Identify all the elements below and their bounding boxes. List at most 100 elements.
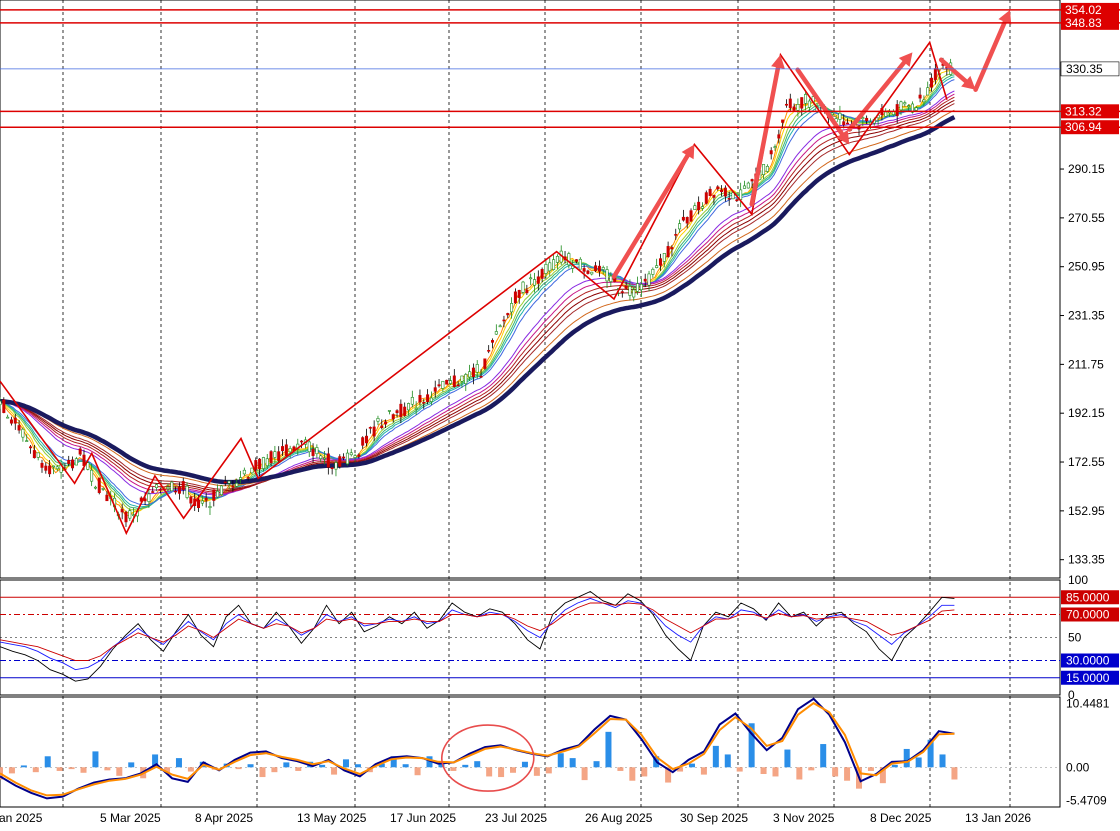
price-tick-label: 290.15 (1068, 162, 1105, 176)
candle-body (124, 511, 128, 523)
candle-body (433, 387, 437, 392)
macd-histogram-bar (235, 767, 242, 770)
candle-body (639, 283, 643, 291)
macd-histogram-bar (402, 764, 409, 768)
candle-body (655, 265, 659, 268)
price-tick-label: 250.95 (1068, 260, 1105, 274)
macd-histogram-bar (891, 764, 898, 768)
candle-body (418, 395, 422, 403)
candle-body (403, 406, 407, 416)
candle-body (513, 291, 517, 304)
candle-body (471, 367, 475, 378)
candle-body (678, 223, 682, 230)
macd-histogram-bar (56, 767, 63, 771)
candle-body (128, 510, 132, 519)
candle-body (918, 94, 922, 99)
candle-body (395, 410, 399, 413)
candle-body (185, 485, 189, 498)
candle-body (597, 265, 601, 272)
candle-body (899, 101, 903, 111)
level-label: 348.83 (1065, 16, 1102, 30)
rsi-level-label-bg (1061, 590, 1119, 605)
candle-body (326, 453, 330, 468)
rsi-tick-label: 100 (1068, 573, 1088, 587)
candle-body (429, 397, 433, 402)
candle-body (151, 491, 155, 493)
candle-body (441, 380, 445, 389)
candle-body (216, 490, 220, 498)
candle-body (391, 414, 395, 420)
macd-histogram-bar (32, 767, 39, 773)
candle-body (842, 121, 846, 126)
candle-body (29, 446, 33, 449)
candle-body (464, 374, 468, 385)
candle-body (773, 146, 777, 148)
candle-body (227, 480, 231, 484)
candle-body (445, 379, 449, 385)
current-price-label-bg (1060, 61, 1120, 77)
macd-histogram-bar (724, 754, 731, 768)
candle-body (342, 456, 346, 459)
forecast-arrow-shaft (611, 153, 690, 279)
candle-body (662, 253, 666, 262)
candle-body (170, 481, 174, 492)
candle-body (357, 454, 361, 457)
candle-body (487, 349, 491, 352)
candle-body (727, 197, 731, 200)
candle-body (177, 486, 181, 494)
candle-body (120, 509, 124, 513)
x-axis-label: 5 Mar 2025 (100, 811, 161, 825)
price-pane (0, 9, 1120, 536)
candle-body (670, 247, 674, 250)
level-label-bg (1061, 104, 1119, 119)
candle-body (838, 112, 842, 120)
macd-histogram-bar (688, 763, 695, 768)
macd-histogram-bar (879, 767, 886, 784)
macd-histogram-bar (760, 767, 767, 774)
rsi-series-line (0, 602, 955, 661)
candle-body (158, 489, 162, 491)
candle-body (517, 289, 521, 298)
price-pane-frame (0, 0, 1061, 579)
forecast-arrow-head (771, 54, 785, 69)
macd-histogram-bar (128, 762, 135, 768)
candle-body (315, 447, 319, 455)
candle-body (407, 403, 411, 411)
pane-frames (0, 0, 1061, 808)
forecast-arrow-shaft (795, 67, 845, 137)
candle-body (460, 375, 464, 382)
macd-histogram-bar (641, 767, 648, 777)
candle-body (708, 188, 712, 196)
macd-histogram-bar (247, 764, 254, 768)
forecast-arrow-head (961, 75, 976, 90)
candle-body (594, 265, 598, 271)
x-axis-label: 30 Sep 2025 (680, 811, 748, 825)
forecast-arrow-shaft (847, 60, 907, 132)
macd-histogram-bar (557, 753, 564, 768)
candle-body (475, 364, 479, 373)
forecast-arrow-head (681, 144, 695, 160)
candle-body (21, 428, 25, 438)
price-tick-label: 270.55 (1068, 211, 1105, 225)
candle-body (101, 488, 105, 490)
macd-histogram-bar (820, 744, 827, 768)
macd-histogram-bar (533, 767, 540, 776)
candle-body (410, 397, 414, 405)
candle-body (704, 192, 708, 204)
candle-body (647, 273, 651, 286)
x-axis-label: 26 Aug 2025 (585, 811, 653, 825)
candle-body (48, 465, 52, 475)
candle-body (494, 331, 498, 335)
candle-body (269, 451, 273, 464)
macd-histogram-bar (498, 767, 505, 778)
highlight-circle (440, 724, 535, 792)
vertical-grid (62, 0, 1011, 807)
candle-body (311, 448, 315, 456)
candle-body (437, 384, 441, 387)
rsi-tick-label: 50 (1068, 631, 1082, 645)
candle-body (86, 462, 90, 470)
macd-signal-line (0, 701, 955, 797)
candle-body (643, 278, 647, 282)
candle-body (25, 440, 29, 442)
